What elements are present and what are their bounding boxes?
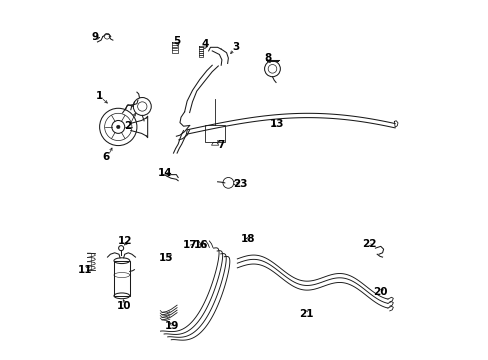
Text: 4: 4	[201, 40, 208, 49]
Text: 6: 6	[102, 152, 110, 162]
Circle shape	[116, 125, 120, 129]
Text: 1: 1	[96, 91, 102, 101]
Text: 5: 5	[172, 36, 180, 46]
Text: 21: 21	[298, 310, 313, 319]
Text: 19: 19	[164, 321, 179, 331]
Bar	[114, 261, 129, 296]
Text: 11: 11	[78, 265, 92, 275]
Text: 9: 9	[91, 32, 98, 41]
Text: 13: 13	[269, 120, 284, 129]
Text: 2: 2	[124, 121, 131, 131]
Text: 10: 10	[117, 301, 131, 311]
Bar	[204, 125, 224, 142]
Text: 18: 18	[241, 234, 255, 244]
Text: 8: 8	[264, 53, 271, 63]
Text: 16: 16	[193, 240, 207, 250]
Text: 14: 14	[157, 168, 172, 178]
Text: 23: 23	[232, 179, 247, 189]
Text: 15: 15	[159, 253, 173, 263]
Text: 3: 3	[231, 42, 239, 52]
Text: 20: 20	[373, 287, 387, 297]
Text: 22: 22	[361, 239, 376, 249]
Text: 7: 7	[217, 140, 224, 150]
Text: 12: 12	[118, 236, 132, 246]
Text: 17: 17	[183, 240, 197, 250]
